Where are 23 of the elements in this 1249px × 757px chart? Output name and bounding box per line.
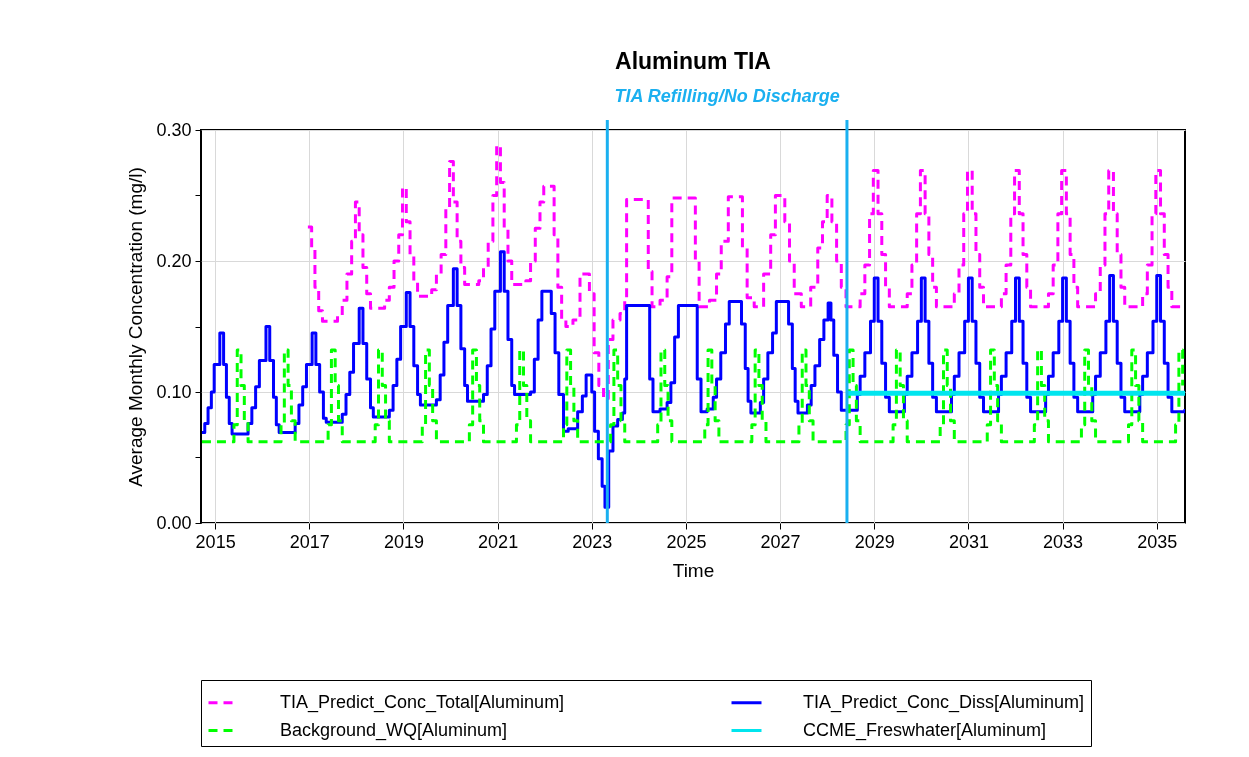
legend-label: CCME_Freswhater[Aluminum] [803,719,1047,741]
x-tick-label: 2019 [383,531,424,552]
x-tick-label: 2023 [572,531,613,552]
text: TIA Refilling/No Discharge [614,86,840,106]
legend-label: TIA_Predict_Conc_Total[Aluminum] [280,691,565,713]
y-tick-label: 0.10 [156,381,192,402]
x-tick-label: 2025 [666,531,707,552]
legend-label: Background_WQ[Aluminum] [280,719,508,741]
y-axis-title: Average Monthly Concentration (mg/l) [125,167,147,487]
x-tick-label: 2035 [1137,531,1178,552]
legend-label: TIA_Predict_Conc_Diss[Aluminum] [803,691,1085,713]
x-tick-label: 2029 [854,531,895,552]
x-axis-title: Time [672,559,715,581]
y-tick-label: 0.20 [156,250,192,271]
x-tick-label: 2021 [478,531,519,552]
chart-title: Aluminum TIA [615,48,771,74]
x-tick-label: 2027 [760,531,801,552]
x-tick-label: 2033 [1043,531,1084,552]
x-tick-label: 2017 [289,531,330,552]
y-tick-label: 0.30 [156,119,192,140]
y-tick-label: 0.00 [156,512,192,533]
x-tick-label: 2015 [195,531,236,552]
x-tick-label: 2031 [948,531,989,552]
